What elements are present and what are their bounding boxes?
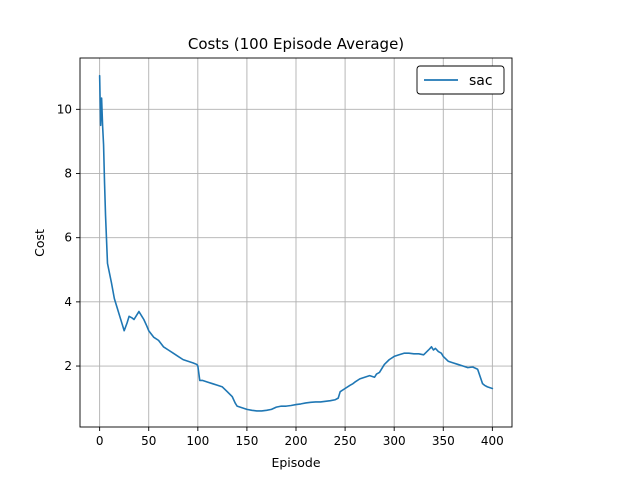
y-tick-label: 6 [64, 231, 72, 245]
y-axis-ticks: 2 4 6 8 10 [57, 102, 80, 373]
y-gridlines [80, 108, 512, 367]
y-axis-label: Cost [32, 229, 47, 257]
x-tick-label: 0 [96, 434, 104, 448]
y-tick-label: 4 [64, 295, 72, 309]
y-tick-label: 10 [57, 102, 72, 116]
x-axis-ticks: 0 50 100 150 200 250 300 350 400 [96, 427, 504, 448]
x-axis-label: Episode [271, 455, 320, 470]
legend: sac [416, 65, 505, 95]
x-tick-label: 150 [235, 434, 258, 448]
x-tick-label: 300 [383, 434, 406, 448]
chart-title: Costs (100 Episode Average) [188, 35, 404, 53]
x-tick-label: 350 [432, 434, 455, 448]
x-tick-label: 100 [186, 434, 209, 448]
y-tick-label: 2 [64, 359, 72, 373]
x-tick-label: 50 [141, 434, 156, 448]
series-layer [98, 74, 494, 412]
x-tick-label: 400 [481, 434, 504, 448]
y-tick-label: 8 [64, 167, 72, 181]
x-gridlines [99, 58, 493, 427]
legend-label-sac: sac [469, 73, 493, 89]
x-tick-label: 200 [285, 434, 308, 448]
x-tick-label: 250 [334, 434, 357, 448]
legend-frame [416, 65, 505, 95]
series-line-sac [98, 74, 494, 412]
